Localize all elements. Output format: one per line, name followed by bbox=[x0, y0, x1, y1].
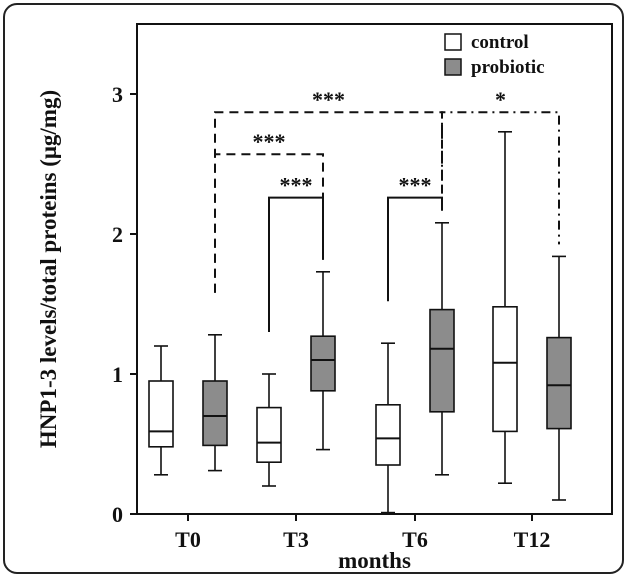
significance-bracket: *** bbox=[214, 129, 324, 293]
box-control-T3 bbox=[256, 373, 282, 487]
significance-label: *** bbox=[312, 87, 345, 112]
bracket-line bbox=[268, 196, 324, 332]
x-tick-label: T0 bbox=[175, 527, 201, 552]
box-iqr bbox=[546, 336, 572, 430]
legend-label-control: control bbox=[471, 32, 529, 53]
legend: control probiotic bbox=[444, 32, 545, 78]
box-control-T12 bbox=[492, 131, 518, 485]
bracket-line bbox=[441, 111, 560, 245]
legend-label-probiotic: probiotic bbox=[471, 57, 545, 78]
y-tick-label: 2 bbox=[112, 222, 123, 247]
box-control-T6 bbox=[375, 342, 401, 514]
legend-swatch-probiotic bbox=[444, 58, 462, 76]
significance-label: *** bbox=[280, 173, 313, 198]
x-tick-label: T12 bbox=[514, 527, 551, 552]
box-probiotic-T6 bbox=[429, 222, 455, 476]
ticks-layer: 0 1 2 3 T0 T3 T6 T12 bbox=[112, 82, 550, 552]
box-iqr bbox=[429, 308, 455, 413]
significance-bracket: *** bbox=[268, 173, 324, 332]
significance-bracket: *** bbox=[387, 173, 443, 302]
box-iqr bbox=[256, 406, 282, 464]
axes-layer bbox=[136, 23, 613, 515]
bracket-line bbox=[214, 111, 443, 293]
bracket-line bbox=[387, 196, 443, 302]
significance-bracket: * bbox=[441, 87, 560, 245]
figure-frame bbox=[3, 3, 624, 574]
boxes-layer bbox=[148, 131, 572, 514]
significance-bracket: *** bbox=[214, 87, 443, 293]
plot-area-frame bbox=[136, 23, 613, 515]
x-axis-title: months bbox=[338, 548, 411, 573]
box-probiotic-T12 bbox=[546, 255, 572, 501]
y-tick-label: 0 bbox=[112, 502, 123, 527]
significance-label: *** bbox=[399, 173, 432, 198]
box-probiotic-T0 bbox=[202, 333, 228, 472]
box-control-T0 bbox=[148, 345, 174, 476]
box-iqr bbox=[375, 403, 401, 466]
significance-label: *** bbox=[253, 129, 286, 154]
significance-layer: *** ********* * bbox=[214, 87, 560, 332]
legend-swatch-control bbox=[444, 33, 462, 51]
box-iqr bbox=[492, 305, 518, 433]
x-tick-label: T3 bbox=[283, 527, 309, 552]
x-tick-label: T6 bbox=[402, 527, 428, 552]
box-probiotic-T3 bbox=[310, 270, 336, 451]
y-tick-label: 1 bbox=[112, 362, 123, 387]
box-iqr bbox=[202, 380, 228, 447]
box-iqr bbox=[148, 380, 174, 448]
y-tick-label: 3 bbox=[112, 82, 123, 107]
significance-label: * bbox=[495, 87, 506, 112]
y-axis-title: HNP1-3 levels/total proteins (μg/mg) bbox=[36, 90, 61, 448]
box-iqr bbox=[310, 335, 336, 392]
